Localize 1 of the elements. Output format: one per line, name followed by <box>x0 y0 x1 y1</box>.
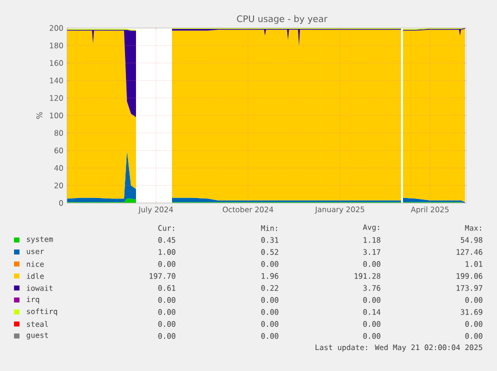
chart-title: CPU usage - by year <box>237 15 328 24</box>
